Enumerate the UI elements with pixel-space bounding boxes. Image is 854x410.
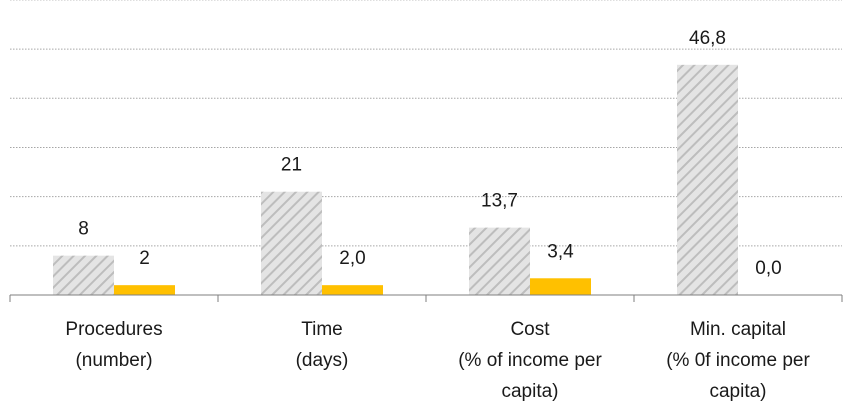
x-axis (9, 294, 843, 302)
x-tick-label: Time (days) (295, 319, 349, 371)
bar-series-1 (53, 255, 114, 295)
data-label: 8 (78, 219, 89, 240)
bars (53, 64, 738, 295)
x-tick-label: Procedures (number) (65, 319, 163, 371)
bar-series-1 (469, 227, 530, 295)
data-label: 13,7 (481, 191, 518, 212)
bar-series-2 (322, 285, 383, 295)
data-label: 21 (281, 155, 302, 176)
bar-series-2 (114, 285, 175, 295)
bar-series-2 (530, 278, 591, 295)
bar-series-1 (261, 191, 322, 295)
data-label: 3,4 (547, 241, 574, 262)
data-label: 0,0 (755, 258, 781, 279)
data-label: 46,8 (689, 28, 726, 49)
bar-series-1 (677, 64, 738, 295)
x-tick-label: Cost (% of income per capita) (458, 319, 602, 402)
data-label: 2 (139, 248, 150, 269)
x-tick-label: Min. capital (% 0f income per capita) (666, 319, 810, 402)
data-labels: 8 2 21 2,0 13,7 3,4 46,8 0,0 (78, 28, 782, 279)
data-label: 2,0 (339, 248, 365, 269)
